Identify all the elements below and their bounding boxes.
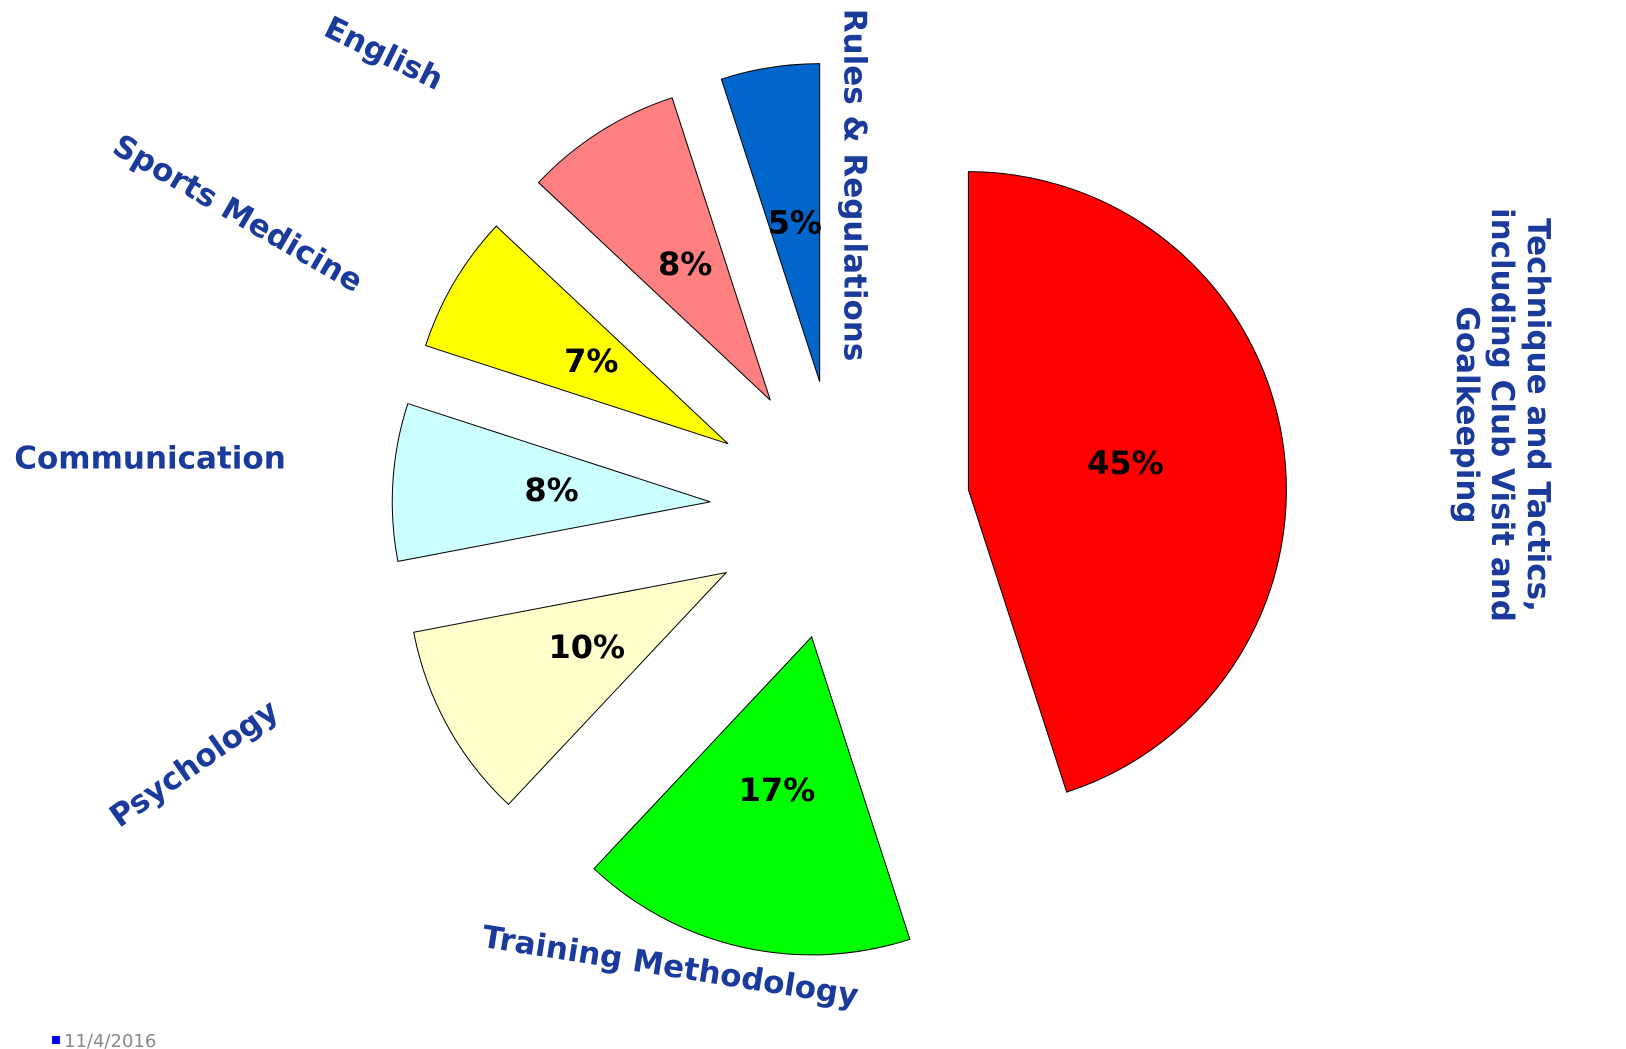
category-label: English xyxy=(319,10,449,98)
value-label: 17% xyxy=(739,771,816,809)
category-label: Sports Medicine xyxy=(107,128,369,300)
value-label: 10% xyxy=(548,628,625,666)
category-label: Psychology xyxy=(103,693,285,835)
pie-slice xyxy=(720,63,821,382)
value-label: 45% xyxy=(1087,444,1164,482)
date: 11/4/2016 xyxy=(64,1031,156,1049)
value-label: 8% xyxy=(658,245,712,283)
pie-slice xyxy=(593,635,911,956)
pie-slice xyxy=(537,97,771,401)
pie-slice xyxy=(967,171,1287,793)
pie-slice xyxy=(413,571,728,806)
date-marker xyxy=(52,1036,60,1044)
value-label: 5% xyxy=(768,204,822,242)
category-label-group: Technique and Tactics, including Club Vi… xyxy=(1448,207,1555,622)
category-label: Communication xyxy=(14,441,286,477)
pie-slice xyxy=(425,225,729,445)
value-label: 8% xyxy=(524,471,578,509)
pie-slice xyxy=(391,402,711,563)
category-label: Technique and Tactics, including Club Vi… xyxy=(1448,207,1555,622)
category-label: Rules & Regulations xyxy=(837,9,873,362)
value-label: 7% xyxy=(564,342,618,380)
category-label-box: Technique and Tactics, including Club Vi… xyxy=(1448,207,1555,622)
